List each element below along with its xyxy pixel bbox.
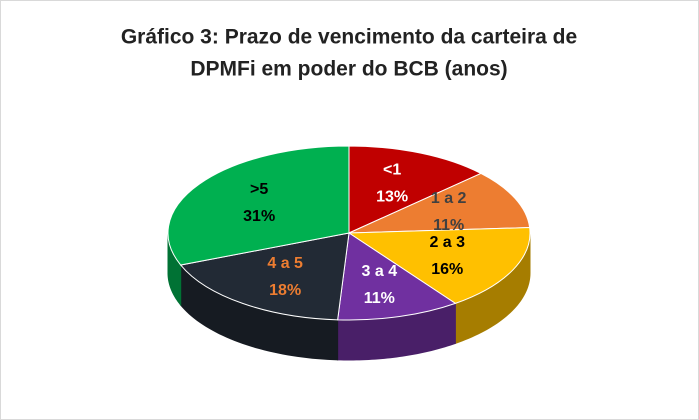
category-label: 1 a 2 — [431, 190, 467, 207]
slice — [348, 172, 531, 234]
value-label: 18% — [269, 282, 301, 299]
value-label: 31% — [243, 208, 275, 225]
slice — [347, 227, 531, 304]
slice — [348, 145, 483, 234]
value-label: 11% — [433, 217, 464, 234]
chart-title: DPMFi em poder do BCB (anos) — [190, 58, 507, 81]
slice — [167, 145, 350, 266]
category-label: >5 — [250, 181, 268, 198]
slice — [179, 232, 350, 321]
value-label: 13% — [376, 189, 408, 206]
category-label: 4 a 5 — [267, 255, 303, 272]
value-label: 16% — [431, 261, 463, 278]
category-label: 2 a 3 — [429, 234, 465, 251]
category-label: 3 a 4 — [362, 263, 398, 280]
value-label: 11% — [364, 290, 395, 307]
chart-title: Gráfico 3: Prazo de vencimento da cartei… — [121, 26, 577, 49]
slice — [337, 232, 457, 321]
category-label: <1 — [383, 162, 401, 179]
